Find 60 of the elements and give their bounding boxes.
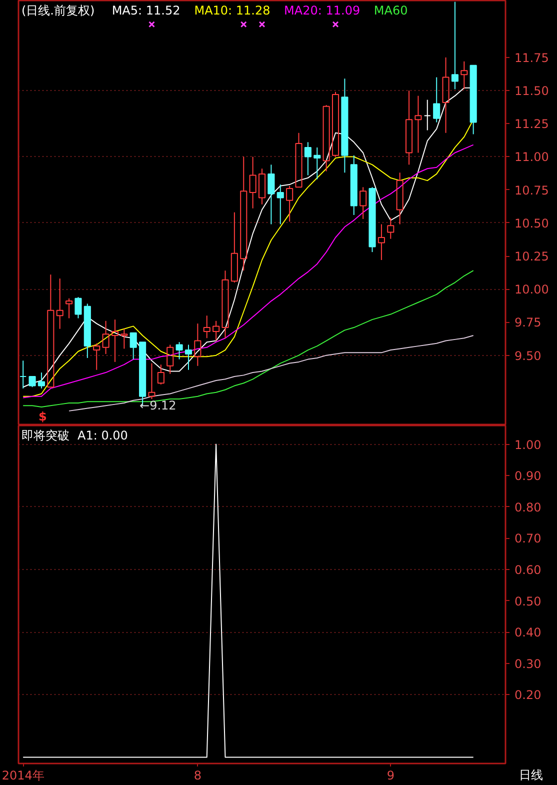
y-tick-label: 0.80 [514, 500, 542, 514]
candlestick [56, 278, 64, 330]
line-series [68, 334, 474, 412]
y-tick-label: 0.50 [514, 594, 542, 608]
y-tick-label: 11.00 [514, 150, 549, 164]
candlestick [442, 56, 450, 134]
candlestick [194, 323, 202, 366]
candlestick [341, 78, 348, 174]
y-tick-label: 10.25 [514, 250, 549, 264]
candlestick [387, 217, 394, 240]
y-tick-label: 11.75 [514, 50, 549, 65]
candlestick [240, 156, 248, 272]
candlestick [102, 320, 110, 355]
text: MA60 [374, 4, 408, 18]
y-tick-label: 0.40 [514, 626, 542, 640]
y-tick-label: 0.60 [514, 562, 542, 577]
candlestick [304, 142, 312, 176]
candlestick [166, 344, 174, 374]
candlestick [268, 164, 275, 225]
candlestick [378, 224, 385, 260]
text: A1: 0.00 [78, 428, 128, 442]
y-tick-label: 10.00 [514, 282, 549, 297]
y-tick-label: 0.30 [514, 656, 542, 671]
y-tick-label: 9.75 [514, 316, 542, 330]
candlestick [249, 156, 256, 209]
text: MA5: 11.52 [112, 4, 180, 18]
candlestick [20, 360, 27, 389]
candlestick [396, 172, 404, 225]
x-tick-label: 2014年 [2, 768, 44, 782]
candlestick [460, 60, 468, 90]
y-tick-label: 10.50 [514, 216, 549, 230]
candlestick [276, 184, 284, 225]
candlestick [222, 270, 229, 339]
candlestick [203, 315, 210, 339]
candlestick [424, 99, 431, 131]
y-tick-label: 0.20 [514, 688, 542, 702]
candlestick [405, 90, 413, 166]
y-tick-label: 0.70 [514, 532, 542, 546]
y-tick-label: 1.00 [514, 438, 542, 452]
annotation: $ [38, 410, 47, 424]
candlestick [414, 95, 422, 154]
annotation: ←9.12 [140, 398, 176, 413]
y-tick-label: 9.50 [514, 348, 542, 363]
chart-title: (日线.前复权) [22, 4, 95, 18]
candlestick [314, 146, 321, 180]
chart-title: 即将突破 [22, 428, 70, 442]
y-tick-label: 0.90 [514, 469, 542, 484]
candlestick [84, 303, 91, 358]
text: MA20: 11.09 [284, 4, 360, 18]
candlestick [111, 319, 119, 362]
candlestick [258, 168, 266, 205]
y-tick-label: 11.25 [514, 117, 549, 132]
text: 日线 [519, 767, 543, 784]
candlestick [350, 154, 358, 216]
y-tick-label: 10.75 [514, 183, 549, 198]
x-tick-label: 8 [194, 768, 202, 782]
text: MA10: 11.28 [194, 4, 270, 18]
candlestick [184, 344, 192, 370]
y-tick-label: 11.50 [514, 84, 549, 98]
x-tick-label: 9 [386, 768, 394, 782]
